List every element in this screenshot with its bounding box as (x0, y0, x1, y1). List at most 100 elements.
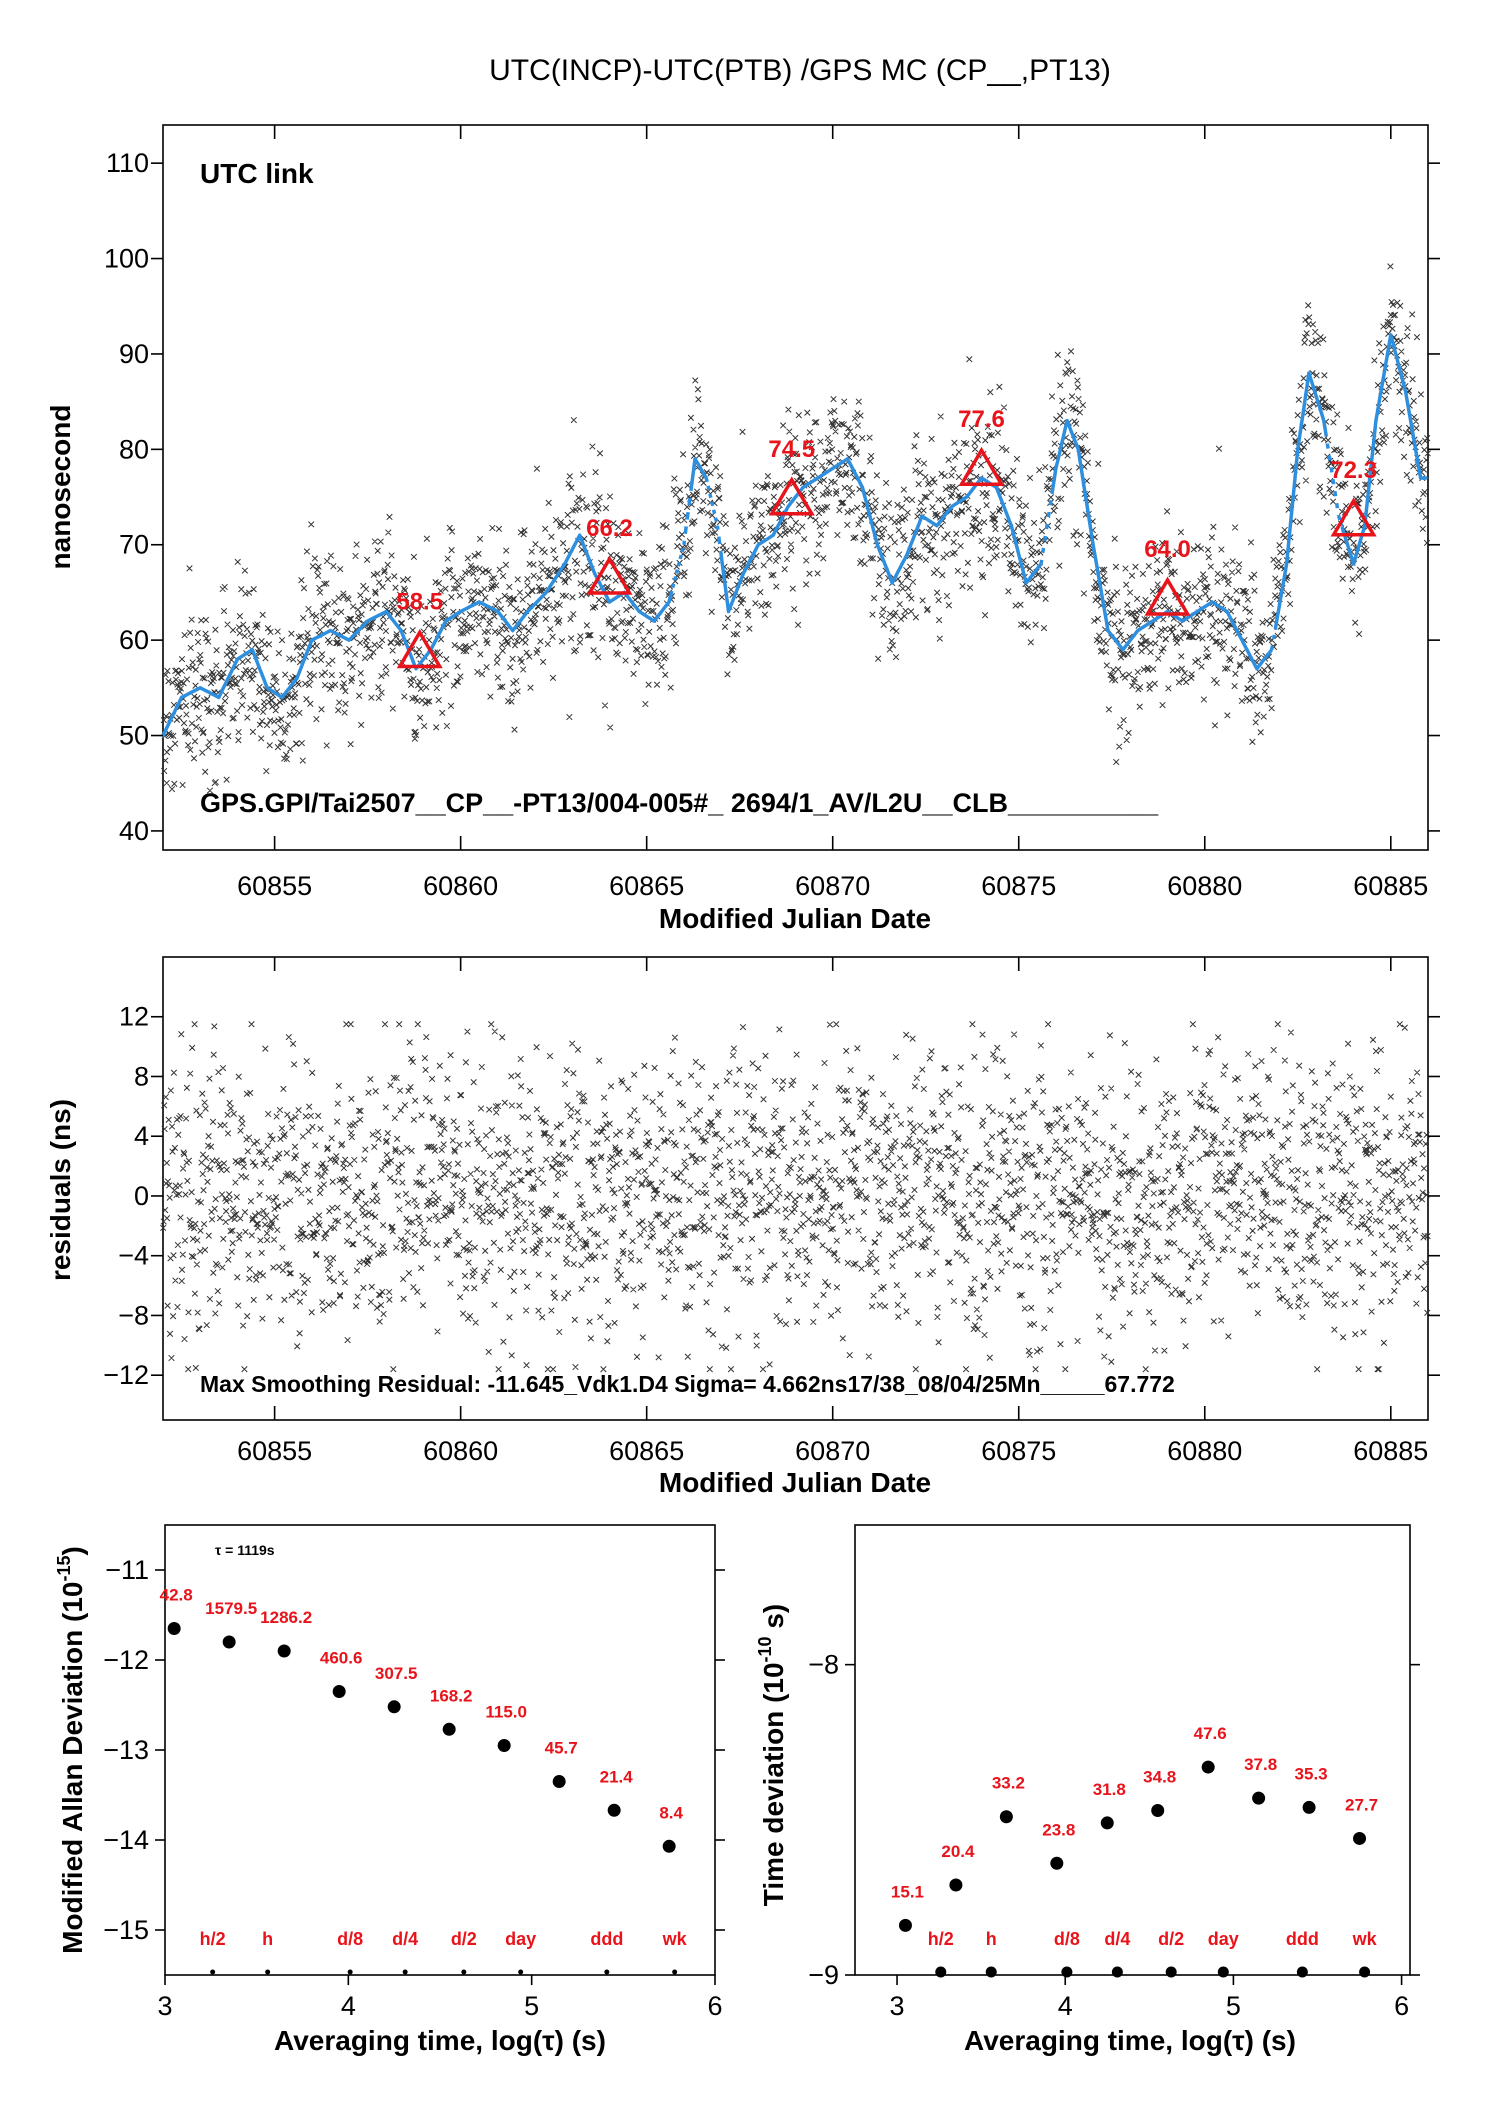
main-xtick-label: 60860 (423, 871, 498, 901)
marker-triangle (768, 476, 815, 516)
residuals-ytick-label: 4 (134, 1121, 149, 1151)
marker-triangle (586, 555, 633, 595)
residuals-ytick-label: 8 (134, 1061, 149, 1091)
mdev-interval-label: d/8 (337, 1929, 363, 1949)
tdev-point-label: 23.8 (1042, 1820, 1075, 1839)
marker-triangle (958, 446, 1005, 486)
tdev-points: 15.1 20.4 33.2 23.8 31.8 34.8 47.6 37.8 35.3 27.7… (891, 1724, 1378, 1978)
mdev-points: 42.8 1579.5 1286.2 460.6 307.5 168.2 115.0 45.7… (160, 1586, 688, 1975)
mdev-point (497, 1739, 511, 1752)
main-annotation-bottom: GPS.GPI/Tai2507__CP__-PT13/004-005#_ 269… (200, 788, 1159, 818)
tdev-ylabel: Time deviation (10-10 s) (755, 1604, 789, 1907)
main-markers: 58.5 66.2 74.5 77.6 64.0 72.3 (396, 406, 1377, 669)
main-panel: 58.5 66.2 74.5 77.6 64.0 72.3 60855 60860 60865… (45, 124, 1440, 934)
main-xtick-label: 60870 (795, 871, 870, 901)
residuals-xtick-label: 60880 (1167, 1436, 1242, 1466)
residuals-ylabel: residuals (ns) (45, 1099, 76, 1281)
mdev-point (222, 1635, 236, 1649)
tdev-ylabel-tail: s) (758, 1604, 789, 1637)
mdev-interval-label: ddd (590, 1929, 623, 1949)
tdev-point (1353, 1831, 1367, 1845)
residuals-ytick-label: −8 (118, 1300, 149, 1330)
mdev-panel: 3 4 5 6 −11 −12 −13 −14 −15 42.8 1579.5 1286.2 460.… (54, 1524, 725, 2056)
tdev-panel: 3 4 5 6 −8 −9 15.1 20.4 33.2 23.8 31.8 34.8 47.6 37.… (755, 1524, 1420, 2056)
tdev-interval-dot (1061, 1966, 1073, 1978)
residuals-xtick-label: 60855 (237, 1436, 312, 1466)
mdev-point-label: 1286.2 (260, 1608, 312, 1627)
tdev-point (1050, 1856, 1064, 1870)
mdev-point-label: 42.8 (160, 1586, 193, 1605)
tdev-ytick-label: −8 (808, 1650, 839, 1680)
mdev-interval-dot (604, 1969, 610, 1975)
main-plot-frame (162, 124, 1429, 851)
tdev-point-label: 47.6 (1194, 1724, 1227, 1743)
mdev-interval-dot (347, 1969, 353, 1975)
marker-label: 74.5 (768, 436, 815, 463)
main-xtick-label: 60875 (981, 871, 1056, 901)
tdev-point-label: 35.3 (1295, 1764, 1328, 1783)
tdev-interval-dot (1217, 1966, 1229, 1978)
residuals-xlabel: Modified Julian Date (659, 1467, 931, 1498)
tdev-interval-dot (935, 1966, 947, 1978)
main-annotation-top: UTC link (200, 158, 314, 189)
mdev-interval-dot (402, 1969, 408, 1975)
mdev-point (167, 1622, 181, 1635)
mdev-interval-dot (518, 1969, 524, 1975)
marker-label: 64.0 (1144, 536, 1191, 563)
main-smooth-curve (161, 333, 1428, 738)
residuals-xtick-label: 60885 (1353, 1436, 1428, 1466)
mdev-interval-dot (672, 1969, 678, 1975)
tdev-xtick-label: 4 (1058, 1991, 1073, 2021)
main-ytick-label: 100 (104, 244, 149, 274)
mdev-point (387, 1700, 401, 1714)
tdev-axes: 3 4 5 6 −8 −9 (808, 1650, 1420, 2021)
tdev-interval-dot (1165, 1966, 1177, 1978)
tdev-ylabel-main: Time deviation (10 (758, 1662, 789, 1906)
marker-label: 58.5 (396, 588, 443, 615)
marker-triangle (396, 628, 443, 669)
tdev-interval-dot (1359, 1966, 1371, 1978)
tdev-plot-frame (854, 1524, 1411, 1976)
tdev-interval-dot (1296, 1966, 1308, 1978)
tdev-interval-label: ddd (1286, 1929, 1319, 1949)
tdev-point-label: 33.2 (992, 1774, 1025, 1793)
mdev-xtick-label: 4 (341, 1991, 356, 2021)
mdev-ytick-label: −13 (103, 1735, 149, 1765)
residuals-panel: 60855 60860 60865 60870 60875 60880 60885 −12 −8… (45, 956, 1440, 1498)
main-ylabel: nanosecond (45, 405, 76, 570)
residuals-ytick-label: −12 (103, 1360, 149, 1390)
tdev-interval-label: wk (1352, 1929, 1378, 1949)
mdev-point (442, 1722, 456, 1736)
tdev-interval-label: day (1208, 1929, 1239, 1949)
main-points (160, 263, 1431, 794)
mdev-ylabel-tail: ) (57, 1546, 88, 1555)
residuals-xtick-label: 60870 (795, 1436, 870, 1466)
residuals-ytick-label: 12 (119, 1002, 149, 1032)
tdev-interval-label: h/2 (928, 1929, 954, 1949)
mdev-interval-label: d/4 (392, 1929, 418, 1949)
main-ytick-label: 70 (119, 530, 149, 560)
tdev-point (898, 1918, 912, 1932)
marker-label: 72.3 (1330, 457, 1377, 484)
mdev-xtick-label: 6 (707, 1991, 722, 2021)
residuals-xtick-label: 60865 (609, 1436, 684, 1466)
figure-title: UTC(INCP)-UTC(PTB) /GPS MC (CP__,PT13) (489, 54, 1111, 87)
mdev-interval-label: d/2 (451, 1929, 477, 1949)
residuals-axes: 60855 60860 60865 60870 60875 60880 60885 −12 −8… (103, 957, 1440, 1466)
tdev-interval-label: d/2 (1158, 1929, 1184, 1949)
mdev-point-label: 460.6 (320, 1649, 363, 1668)
residuals-annotation: Max Smoothing Residual: -11.645_Vdk1.D4 … (200, 1371, 1175, 1397)
mdev-ylabel: Modified Allan Deviation (10-15) (54, 1546, 88, 1954)
tdev-point-label: 34.8 (1143, 1768, 1176, 1787)
mdev-interval-dot (210, 1969, 216, 1975)
mdev-interval-label: day (505, 1929, 536, 1949)
residuals-xtick-label: 60875 (981, 1436, 1056, 1466)
mdev-ytick-label: −14 (103, 1825, 149, 1855)
main-measurement-crosses (160, 263, 1431, 794)
tdev-xtick-label: 6 (1394, 1991, 1409, 2021)
residuals-points (160, 1021, 1431, 1373)
tdev-point (1151, 1804, 1165, 1818)
tdev-ylabel-exponent: -10 (755, 1636, 775, 1662)
tdev-point (1201, 1760, 1215, 1774)
main-ytick-label: 80 (119, 434, 149, 464)
